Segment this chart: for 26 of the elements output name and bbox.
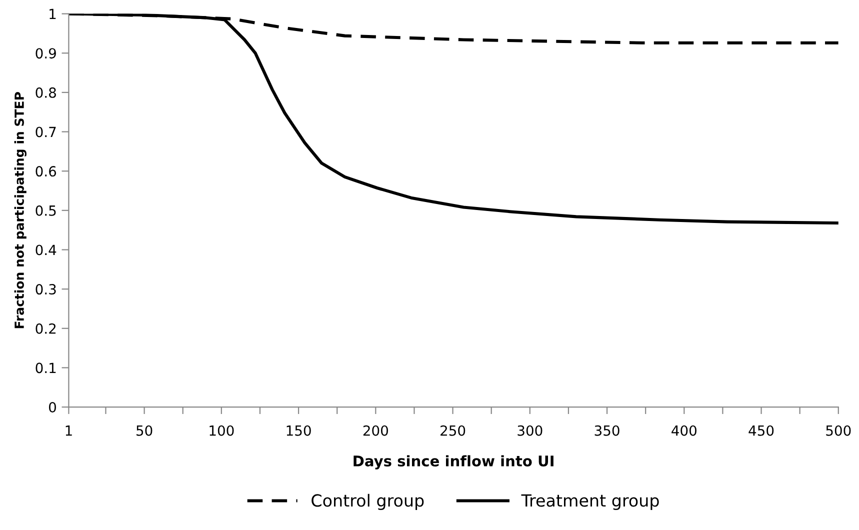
x-tick-label: 350 bbox=[594, 425, 620, 436]
y-axis-title: Fraction not participating in STEP bbox=[14, 92, 26, 328]
x-tick-label: 400 bbox=[672, 425, 696, 436]
x-tick-label: 150 bbox=[286, 425, 311, 436]
legend-label: Treatment group bbox=[521, 494, 659, 510]
y-tick-label: 1 bbox=[50, 8, 56, 20]
y-tick-label: 0.3 bbox=[36, 284, 56, 295]
y-tick-label: 0.5 bbox=[36, 205, 56, 216]
x-axis-title: Days since inflow into UI bbox=[354, 455, 554, 470]
y-tick-label: 0.1 bbox=[36, 362, 56, 374]
y-tick-label: 0.6 bbox=[36, 166, 56, 177]
x-tick-label: 250 bbox=[440, 425, 466, 436]
x-tick-label: 300 bbox=[518, 425, 542, 436]
y-tick-label: 0 bbox=[48, 402, 56, 413]
x-tick-label: 1 bbox=[66, 426, 72, 436]
y-tick-label: 0.8 bbox=[36, 87, 56, 98]
legend-label: Control group bbox=[312, 494, 424, 510]
x-tick-label: 50 bbox=[136, 425, 152, 436]
y-tick-label: 0.2 bbox=[36, 323, 56, 334]
y-tick-label: 0.7 bbox=[36, 126, 56, 138]
y-tick-label: 0.9 bbox=[36, 48, 56, 59]
x-tick-label: 200 bbox=[363, 425, 388, 436]
x-tick-label: 500 bbox=[826, 425, 851, 436]
x-tick-label: 450 bbox=[748, 425, 774, 436]
y-tick-label: 0.4 bbox=[36, 244, 56, 256]
x-tick-label: 100 bbox=[210, 425, 234, 436]
